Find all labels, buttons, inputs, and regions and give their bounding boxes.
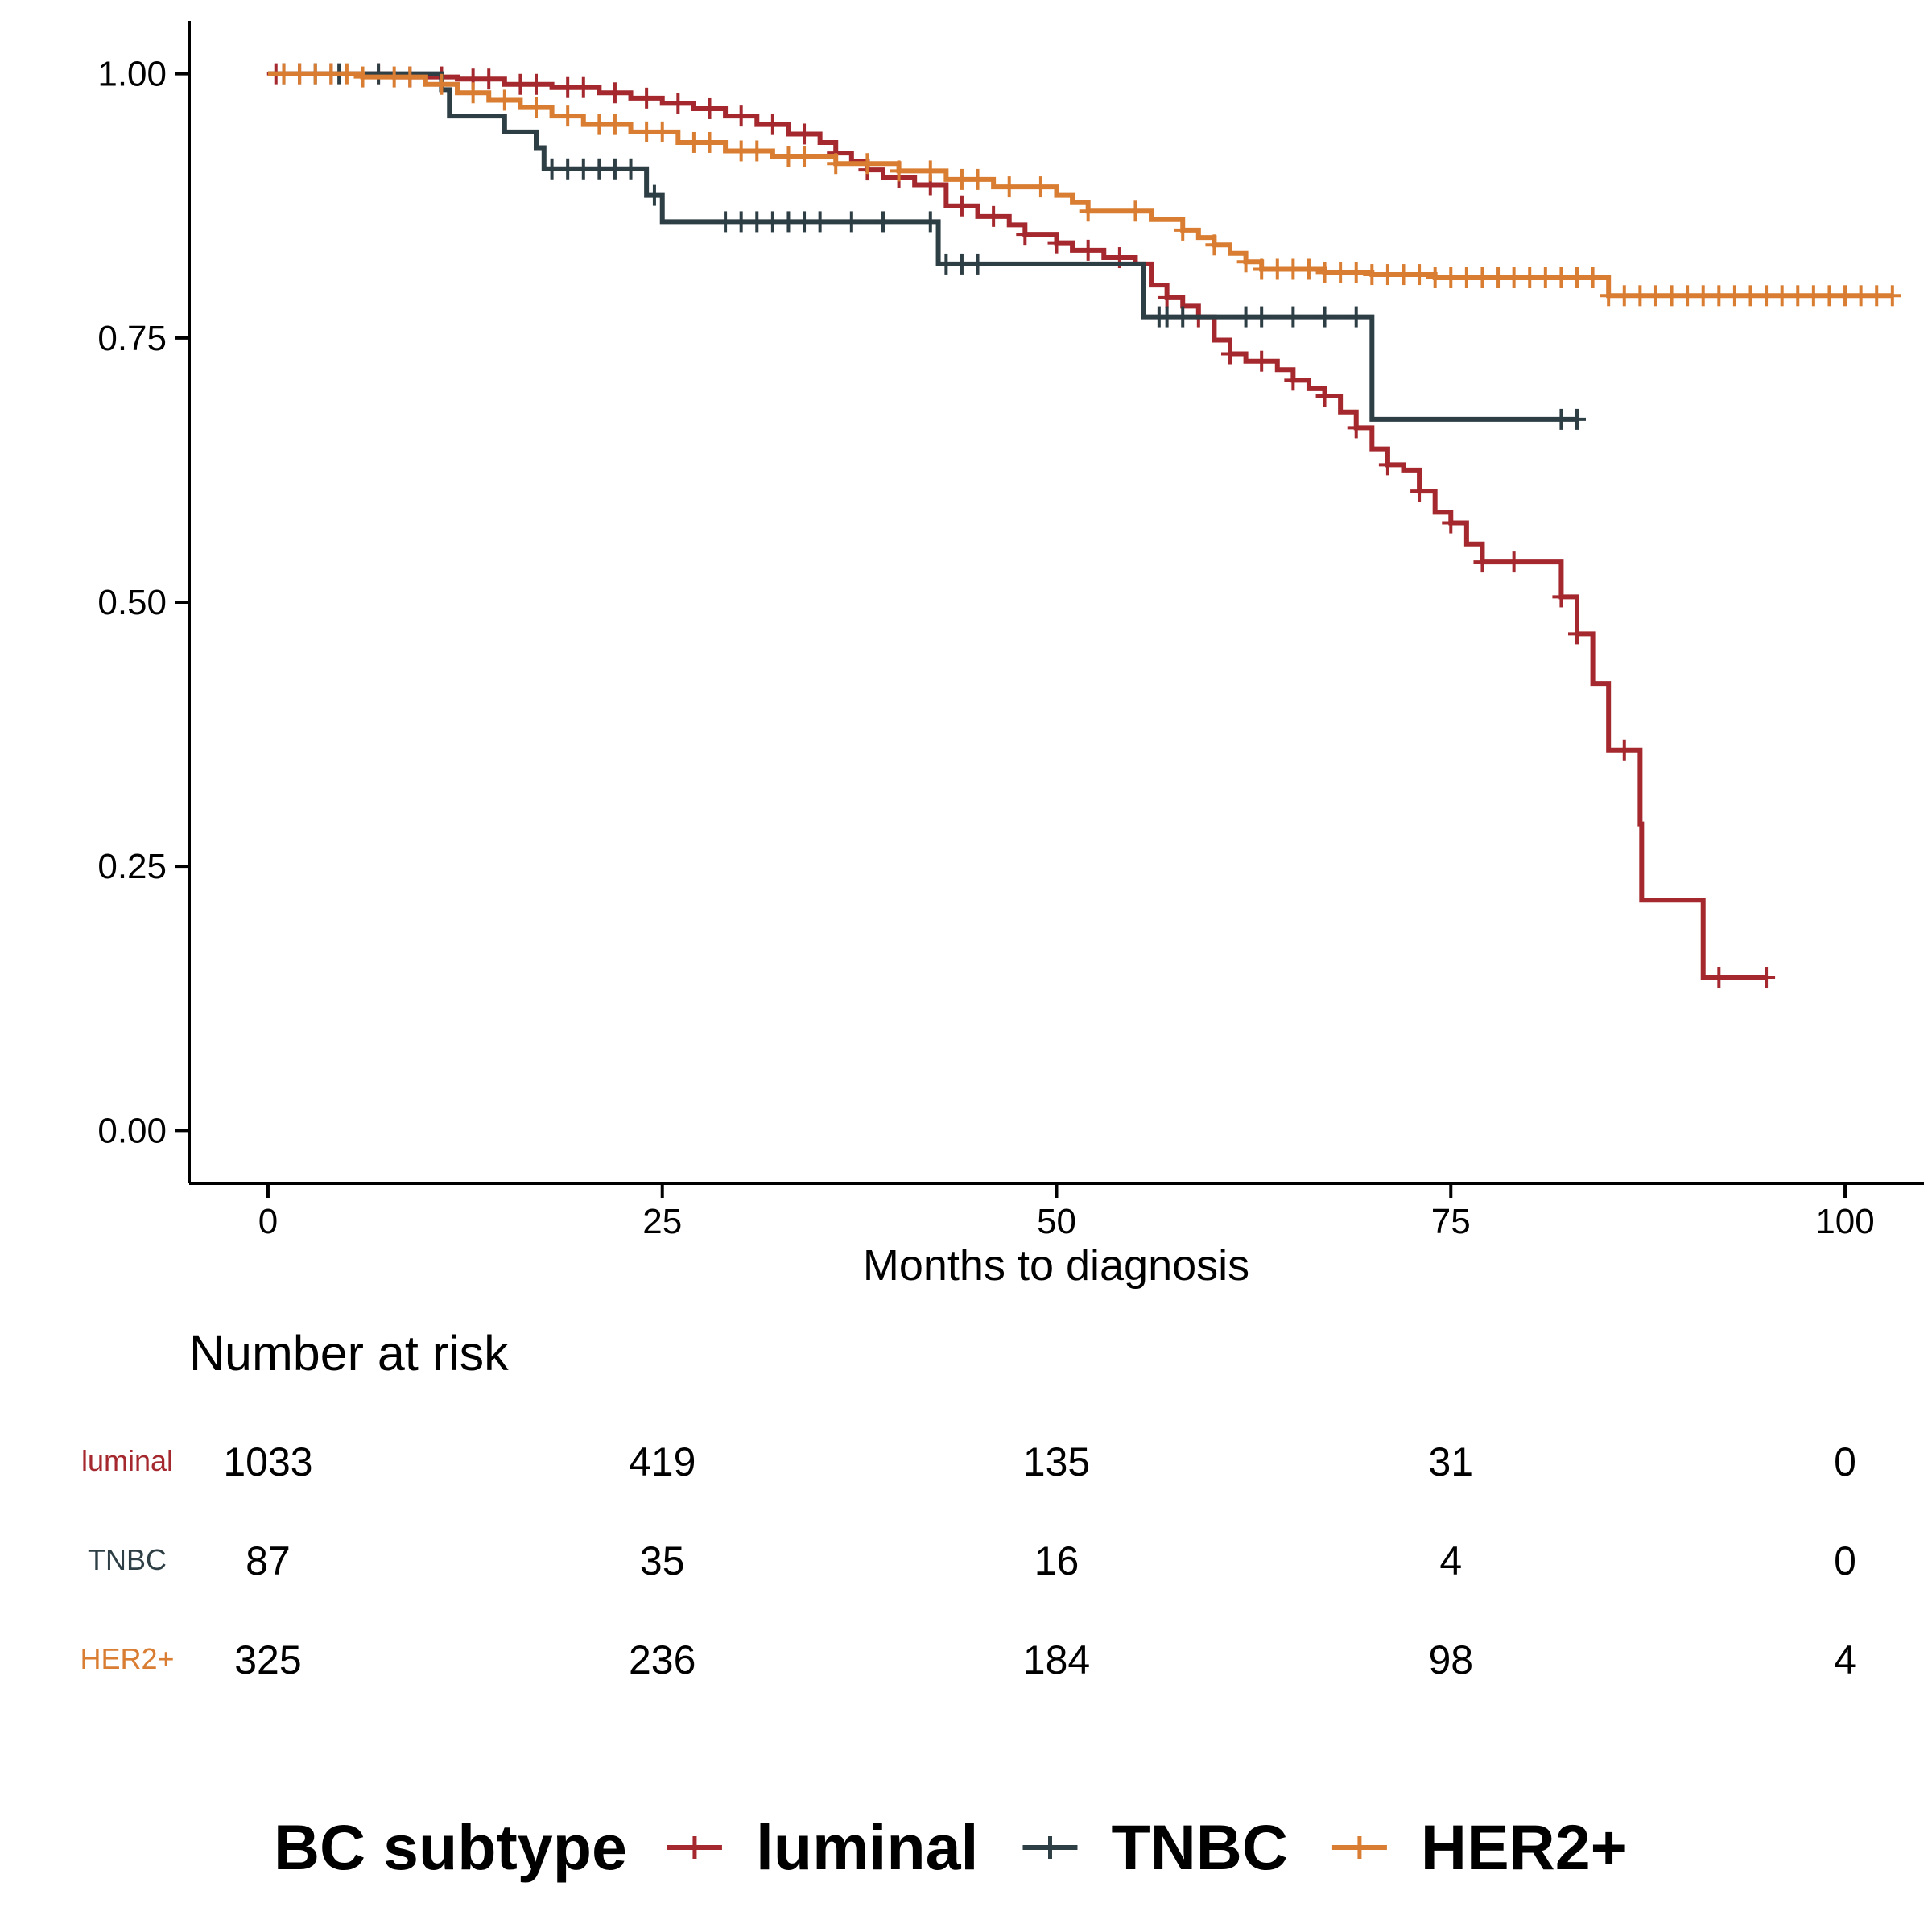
survival-curve bbox=[267, 71, 1767, 980]
survival-curve bbox=[267, 71, 1577, 422]
legend-entry: TNBC bbox=[1022, 1811, 1288, 1883]
risk-value: 87 bbox=[246, 1538, 291, 1583]
legend-entry-label: TNBC bbox=[1111, 1811, 1287, 1883]
risk-value: 31 bbox=[1428, 1439, 1473, 1484]
y-axis-ticks: 0.00 0.25 0.50 0.75 1.00 bbox=[97, 55, 189, 1150]
risk-value: 0 bbox=[1834, 1439, 1856, 1484]
legend-entries: luminal TNBC HER2+ bbox=[667, 1811, 1628, 1883]
risk-row-label: TNBC bbox=[88, 1543, 167, 1576]
risk-value: 35 bbox=[640, 1538, 685, 1583]
plot-area: 0.00 0.25 0.50 0.75 1.00 0 25 50 75 100 Months t… bbox=[97, 21, 1924, 1290]
risk-value: 98 bbox=[1428, 1637, 1473, 1682]
x-axis-ticks: 0 25 50 75 100 bbox=[258, 1183, 1875, 1241]
legend-entry: luminal bbox=[667, 1811, 979, 1883]
risk-value: 236 bbox=[629, 1637, 696, 1682]
risk-value: 184 bbox=[1023, 1637, 1090, 1682]
y-tick-label: 0.00 bbox=[97, 1111, 167, 1150]
y-tick-label: 0.75 bbox=[97, 319, 167, 358]
series-tnbc-group bbox=[267, 63, 1586, 430]
risk-value: 325 bbox=[234, 1637, 301, 1682]
legend-entry: HER2+ bbox=[1331, 1811, 1628, 1883]
x-tick-label: 50 bbox=[1037, 1202, 1076, 1241]
risk-value: 0 bbox=[1834, 1538, 1856, 1583]
risk-value: 16 bbox=[1034, 1538, 1080, 1583]
legend: BC subtype luminal TNBC HER2+ bbox=[274, 1811, 1628, 1883]
risk-value: 419 bbox=[629, 1439, 696, 1484]
x-tick-label: 75 bbox=[1431, 1202, 1471, 1241]
series-luminal-group bbox=[266, 63, 1776, 989]
legend-entry-label: luminal bbox=[756, 1811, 979, 1883]
y-tick-label: 0.50 bbox=[97, 583, 167, 622]
survival-curves bbox=[266, 63, 1901, 989]
risk-table-title: Number at risk bbox=[189, 1326, 509, 1381]
risk-value: 135 bbox=[1023, 1439, 1090, 1484]
x-tick-label: 25 bbox=[642, 1202, 682, 1241]
risk-row-label: luminal bbox=[81, 1444, 173, 1477]
risk-row-label: HER2+ bbox=[80, 1642, 174, 1675]
legend-entry-label: HER2+ bbox=[1421, 1811, 1628, 1883]
risk-value: 4 bbox=[1834, 1637, 1856, 1682]
y-tick-label: 0.25 bbox=[97, 847, 167, 886]
x-axis-label: Months to diagnosis bbox=[863, 1241, 1249, 1290]
series-her2-group bbox=[267, 63, 1901, 307]
y-tick-label: 1.00 bbox=[97, 55, 167, 94]
risk-value: 4 bbox=[1439, 1538, 1462, 1583]
risk-table: Number at risk luminal 1033 419 135 31 0 TNBC 8… bbox=[80, 1326, 1856, 1682]
x-tick-label: 100 bbox=[1815, 1202, 1874, 1241]
legend-title: BC subtype bbox=[274, 1811, 627, 1883]
risk-table-rows: luminal 1033 419 135 31 0 TNBC 87 35 16 4 0 HER2+ 325… bbox=[80, 1439, 1856, 1682]
x-tick-label: 0 bbox=[258, 1202, 278, 1241]
risk-value: 1033 bbox=[223, 1439, 312, 1484]
